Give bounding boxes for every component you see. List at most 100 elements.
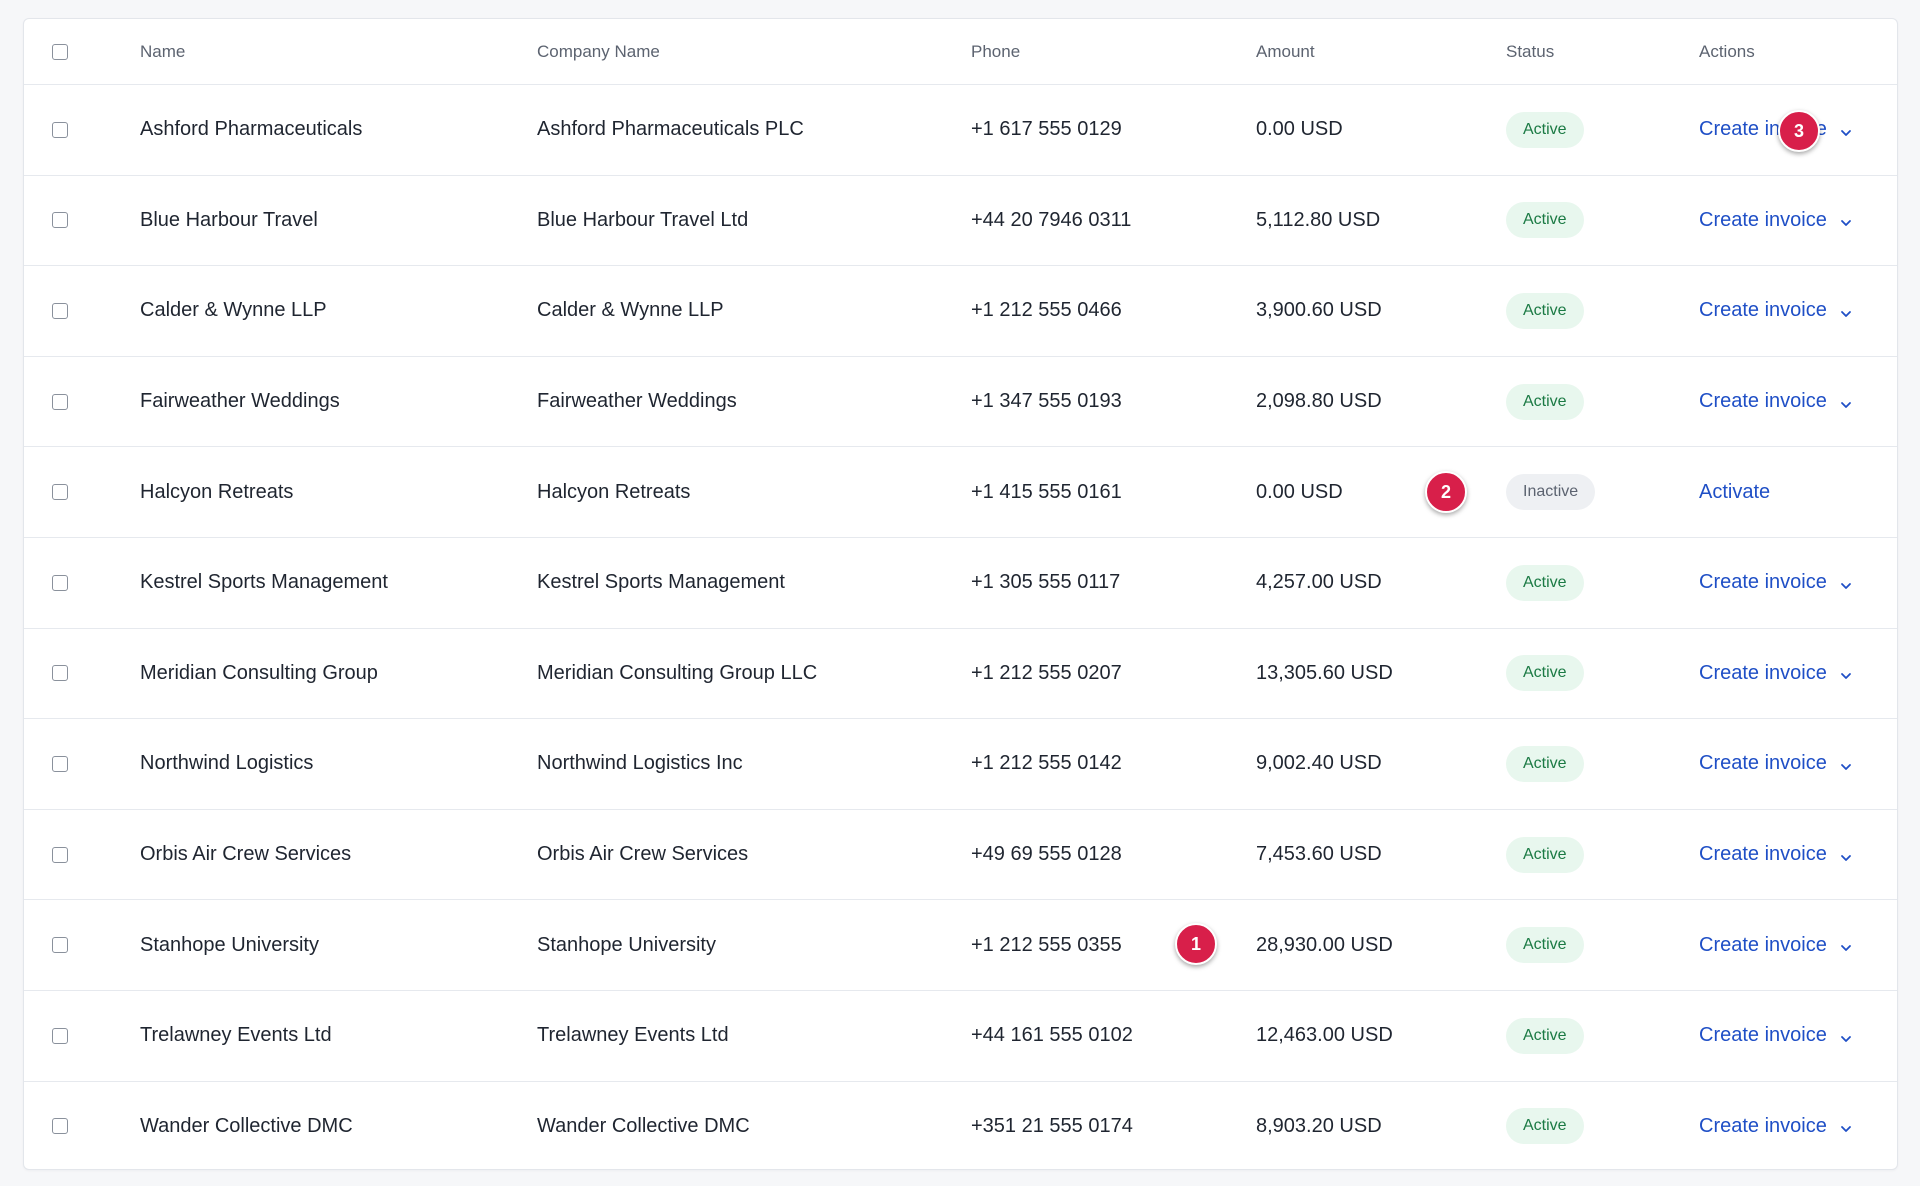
action-label: Create invoice — [1699, 571, 1827, 594]
create-invoice-button[interactable]: Create invoice — [1699, 390, 1853, 413]
cell-actions: Create invoice — [1699, 628, 1897, 720]
status-badge: Active — [1506, 383, 1584, 420]
header-phone[interactable]: Phone — [971, 19, 1256, 85]
create-invoice-button[interactable]: Create invoice — [1699, 571, 1853, 594]
cell-status: Active — [1506, 628, 1699, 720]
cell-actions: Create invoice — [1699, 175, 1897, 267]
create-invoice-button[interactable]: Create invoice — [1699, 1024, 1853, 1047]
cell-phone: +1 212 555 0207 — [971, 628, 1256, 720]
row-checkbox[interactable] — [52, 1118, 68, 1135]
cell-status: Active — [1506, 718, 1699, 810]
cell-name: Wander Collective DMC — [140, 1114, 353, 1137]
row-select-cell — [24, 265, 140, 357]
cell-name: Kestrel Sports Management — [140, 537, 537, 629]
cell-amount: 13,305.60 USD — [1256, 628, 1506, 720]
header-name[interactable]: Name — [140, 19, 537, 85]
table-row: Halcyon Retreats Halcyon Retreats +1 415 5… — [24, 446, 1897, 538]
cell-amount: 9,002.40 USD — [1256, 718, 1506, 810]
action-label: Create invoice — [1699, 1024, 1827, 1047]
table-row: Stanhope University Stanhope University +1… — [24, 899, 1897, 991]
cell-company: Blue Harbour Travel Ltd — [537, 175, 971, 267]
cell-status: Active — [1506, 84, 1699, 176]
row-checkbox[interactable] — [52, 846, 68, 863]
cell-company: Orbis Air Crew Services — [537, 809, 971, 901]
cell-company: Calder & Wynne LLP — [537, 265, 971, 357]
chevron-down-icon[interactable] — [1839, 848, 1853, 862]
cell-status: Active — [1506, 265, 1699, 357]
cell-phone: +1 212 555 0466 — [971, 265, 1256, 357]
action-label: Create invoice — [1699, 390, 1827, 413]
header-status[interactable]: Status — [1506, 19, 1699, 85]
create-invoice-button[interactable]: Create invoice — [1699, 209, 1853, 232]
chevron-down-icon[interactable] — [1839, 304, 1853, 318]
cell-status: Inactive — [1506, 446, 1699, 538]
create-invoice-button[interactable]: Create invoice — [1699, 662, 1853, 685]
cell-company: Ashford Pharmaceuticals PLC — [537, 84, 971, 176]
cell-amount: 8,903.20 USD — [1256, 1114, 1382, 1137]
chevron-down-icon[interactable] — [1839, 395, 1853, 409]
select-all-checkbox[interactable] — [52, 43, 68, 60]
create-invoice-button[interactable]: Create invoice — [1699, 118, 1853, 141]
cell-phone: +1 212 555 0142 — [971, 718, 1256, 810]
action-label: Create invoice — [1699, 933, 1827, 956]
cell-status: Active — [1506, 175, 1699, 267]
annotation-marker-2: 2 — [1425, 471, 1467, 513]
chevron-down-icon[interactable] — [1839, 576, 1853, 590]
cell-amount: 2,098.80 USD — [1256, 356, 1506, 448]
cell-phone: +44 20 7946 0311 — [971, 175, 1256, 267]
row-checkbox[interactable] — [52, 665, 68, 682]
chevron-down-icon[interactable] — [1839, 938, 1853, 952]
cell-actions: Create invoice — [1699, 718, 1897, 810]
row-checkbox[interactable] — [52, 574, 68, 591]
cell-status: Active — [1506, 1081, 1699, 1169]
chevron-down-icon[interactable] — [1839, 1119, 1853, 1133]
cell-phone: +1 347 555 0193 — [971, 356, 1256, 448]
row-checkbox[interactable] — [52, 302, 68, 319]
chevron-down-icon[interactable] — [1839, 666, 1853, 680]
header-amount[interactable]: Amount — [1256, 19, 1506, 85]
cell-phone: +1 305 555 0117 — [971, 537, 1256, 629]
cell-status: Active — [1506, 356, 1699, 448]
row-select-cell — [24, 899, 140, 991]
row-checkbox[interactable] — [52, 212, 68, 229]
action-label: Create invoice — [1699, 843, 1827, 866]
row-checkbox[interactable] — [52, 393, 68, 410]
chevron-down-icon[interactable] — [1839, 213, 1853, 227]
cell-company: Halcyon Retreats — [537, 446, 971, 538]
header-actions: Actions — [1699, 19, 1897, 85]
cell-amount: 0.00 USD — [1256, 446, 1506, 538]
create-invoice-button[interactable]: Create invoice — [1699, 1115, 1853, 1138]
cell-actions: Create invoice — [1699, 899, 1897, 991]
header-company[interactable]: Company Name — [537, 19, 971, 85]
row-checkbox[interactable] — [52, 1027, 68, 1044]
cell-name: Orbis Air Crew Services — [140, 809, 537, 901]
row-checkbox[interactable] — [52, 937, 68, 954]
chevron-down-icon[interactable] — [1839, 1029, 1853, 1043]
cell-phone: +44 161 555 0102 — [971, 990, 1256, 1082]
cell-actions: Create invoice — [1699, 537, 1897, 629]
select-all-cell — [24, 19, 140, 85]
create-invoice-button[interactable]: Create invoice — [1699, 752, 1853, 775]
cell-name: Trelawney Events Ltd — [140, 990, 537, 1082]
chevron-down-icon[interactable] — [1839, 757, 1853, 771]
row-checkbox[interactable] — [52, 484, 68, 501]
row-checkbox[interactable] — [52, 755, 68, 772]
status-badge: Active — [1506, 745, 1584, 782]
cell-actions: Create invoice — [1699, 1081, 1897, 1169]
cell-actions: Create invoice — [1699, 809, 1897, 901]
row-select-cell — [24, 356, 140, 448]
action-label: Create invoice — [1699, 208, 1827, 231]
table-row: Orbis Air Crew Services Orbis Air Crew Se… — [24, 809, 1897, 901]
table-row: Blue Harbour Travel Blue Harbour Travel L… — [24, 175, 1897, 267]
cell-phone: +1 415 555 0161 — [971, 446, 1256, 538]
create-invoice-button[interactable]: Create invoice — [1699, 934, 1853, 957]
create-invoice-button[interactable]: Create invoice — [1699, 843, 1853, 866]
cell-name: Northwind Logistics — [140, 718, 537, 810]
create-invoice-button[interactable]: Create invoice — [1699, 299, 1853, 322]
cell-company: Trelawney Events Ltd — [537, 990, 971, 1082]
chevron-down-icon[interactable] — [1839, 123, 1853, 137]
cell-amount: 28,930.00 USD — [1256, 899, 1506, 991]
row-select-cell — [24, 84, 140, 176]
row-checkbox[interactable] — [52, 121, 68, 138]
activate-button[interactable]: Activate — [1699, 481, 1770, 504]
